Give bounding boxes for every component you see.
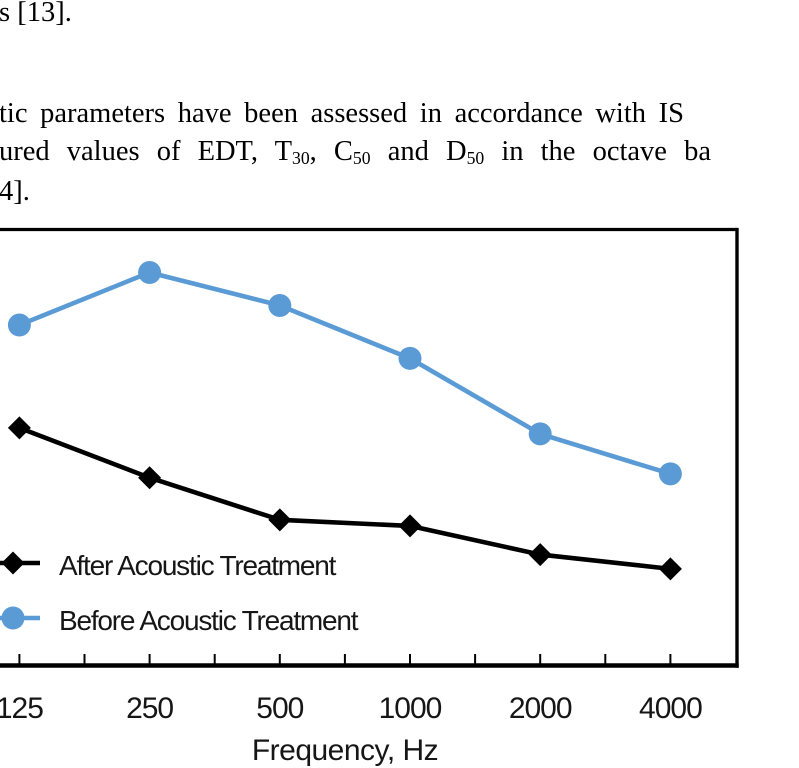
data-point-diamond (658, 557, 682, 581)
data-point-diamond (268, 508, 292, 532)
x-tick-label-250: 250 (126, 692, 174, 725)
data-point-circle (138, 260, 162, 284)
data-point-diamond (528, 543, 552, 567)
data-point-circle (658, 462, 682, 486)
legend-label-before-treatment: Before Acoustic Treatment (59, 605, 359, 636)
x-tick-label-4000: 4000 (639, 692, 703, 725)
subscript: 30 (292, 147, 310, 168)
legend-key-after (0, 551, 40, 575)
x-tick-label-500: 500 (256, 692, 304, 725)
subscript: 50 (352, 147, 371, 168)
data-point-diamond (138, 466, 162, 490)
paper-text-line-4: 4]. (0, 176, 30, 207)
paper-text-line-1: s [13]. (0, 0, 72, 28)
series-after (7, 416, 682, 581)
x-tick-label-1000: 1000 (378, 692, 443, 725)
legend-key-before (0, 606, 40, 630)
series-before (7, 260, 682, 486)
data-point-circle (1, 606, 25, 630)
data-point-diamond (1, 551, 25, 575)
data-point-circle (7, 313, 31, 337)
subscript: 50 (466, 147, 485, 168)
x-axis-title: Frequency, Hz (251, 734, 439, 767)
series-line (18, 425, 671, 572)
paper-text-line-3: ured values of EDT, T30, C50 and D50 in … (0, 136, 711, 168)
data-point-circle (398, 346, 422, 370)
legend-label-after-treatment: After Acoustic Treatment (59, 550, 336, 581)
x-tick-label-125: 125 (0, 692, 44, 725)
data-point-diamond (7, 416, 31, 440)
paper-text-line-2: tic parameters have been assessed in acc… (0, 98, 684, 129)
series-line (18, 270, 672, 477)
data-point-circle (268, 293, 292, 317)
data-point-circle (528, 422, 552, 446)
data-point-diamond (398, 514, 422, 538)
x-tick-label-2000: 2000 (508, 692, 573, 725)
